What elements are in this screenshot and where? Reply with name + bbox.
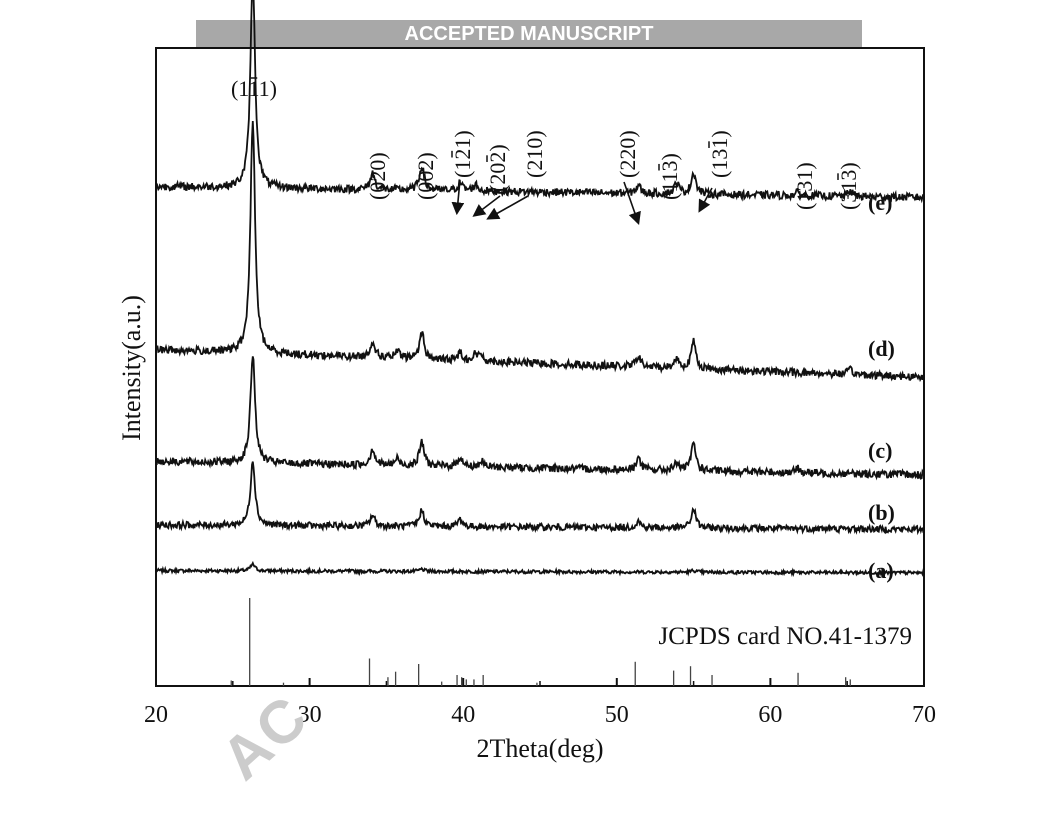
peak-miller-index: (121): [450, 130, 475, 178]
peak-arrow: [472, 195, 501, 217]
xrd-trace-e: [155, 0, 925, 204]
trace-labels: (a) (b) (c) (d) (e): [868, 190, 895, 583]
peak-arrow: [486, 195, 529, 220]
peak-arrow: [698, 187, 713, 213]
trace-label: (b): [868, 500, 895, 525]
x-tick-label: 70: [912, 702, 936, 728]
x-tick-label: 30: [298, 702, 322, 728]
x-axis-ticks: 20 30 40 50 60 70: [144, 678, 936, 728]
peak-miller-index: (220): [615, 130, 640, 178]
trace-label: (d): [868, 336, 895, 361]
peak-miller-index: (113): [657, 153, 682, 200]
x-tick-label: 20: [144, 702, 168, 728]
accepted-manuscript-banner: ACCEPTED MANUSCRIPT: [196, 20, 862, 47]
trace-label: (a): [868, 558, 894, 583]
peak-arrow: [623, 181, 641, 226]
xrd-trace-c: [155, 356, 925, 481]
reference-pattern: [230, 598, 851, 686]
peak-miller-index: (131): [707, 130, 732, 178]
xrd-trace-d: [155, 120, 925, 383]
peak-arrow: [451, 179, 465, 216]
peak-miller-index: (210): [522, 130, 547, 178]
peak-miller-index: (202): [485, 144, 510, 192]
y-axis-title: Intensity(a.u.): [117, 295, 146, 441]
peak-miller-index: (002): [413, 152, 438, 200]
peak-miller-index: (111): [231, 76, 277, 101]
x-tick-label: 40: [451, 702, 475, 728]
xrd-traces: [155, 0, 925, 578]
peak-miller-index: (313): [836, 162, 861, 210]
xrd-trace-a: [155, 560, 925, 578]
trace-label: (e): [868, 190, 892, 215]
peak-annotations: (111) (020) (002) (121) (202) (210) (220) (113)…: [231, 76, 861, 226]
x-tick-label: 60: [758, 702, 782, 728]
x-tick-label: 50: [605, 702, 629, 728]
x-axis-title: 2Theta(deg): [476, 734, 603, 763]
peak-miller-index: (131): [792, 162, 817, 210]
xrd-trace-b: [155, 461, 925, 536]
trace-label: (c): [868, 438, 892, 463]
peak-miller-index: (020): [365, 152, 390, 200]
reference-card-label: JCPDS card NO.41-1379: [659, 623, 912, 650]
